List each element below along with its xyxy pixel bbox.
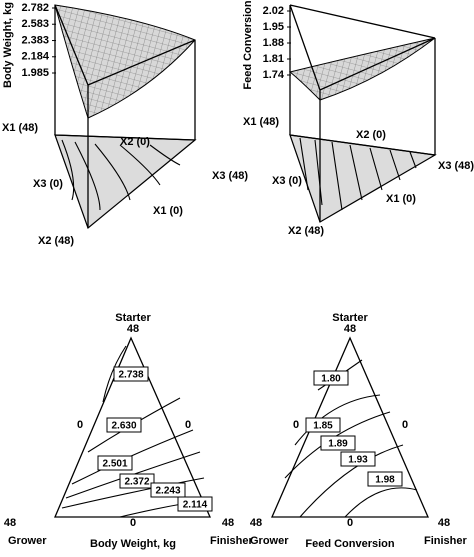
response-surface: [54, 4, 196, 119]
base-contours: [299, 137, 417, 211]
z-tick-label: 1.74: [263, 69, 285, 81]
corner-label: Finisher: [424, 535, 468, 547]
corner-label: Grower: [250, 535, 289, 547]
apex-value: 48: [127, 323, 139, 335]
contour-label: 2.501: [102, 459, 127, 470]
corner-value: 48: [438, 517, 450, 529]
contour-label: 2.738: [118, 370, 143, 381]
response-surface: [288, 37, 436, 101]
contour-label: 2.372: [124, 477, 149, 488]
contour-label: 1.93: [348, 455, 368, 466]
corner-label: Finisher: [210, 535, 254, 547]
corner-value: 48: [250, 517, 262, 529]
contour-label: 1.98: [375, 475, 395, 486]
side-value: 0: [185, 419, 191, 431]
ternary-plot: Starter 48 0 0 48 Grower 0 Feed Conversi…: [250, 312, 468, 550]
contour-label: 1.89: [328, 439, 348, 450]
apex-value: 48: [344, 323, 356, 335]
plot-title: Feed Conversion: [305, 538, 395, 550]
contour-label: 2.243: [155, 486, 180, 497]
z-tick-label: 2.383: [21, 34, 49, 46]
z-axis-label: Body Weight, kg: [2, 2, 14, 88]
contour-label: 2.114: [183, 500, 208, 511]
plot-title: Body Weight, kg: [90, 538, 176, 550]
corner-value: 48: [4, 517, 16, 529]
contour-label-box: [113, 366, 149, 382]
triangle: [54, 336, 211, 518]
apex-label: Starter: [332, 312, 368, 324]
ternary-plot: Starter 48 0 0 48 Grower 0 Body Weight, …: [4, 312, 254, 550]
base-value: 0: [130, 517, 136, 529]
vertex-label: X3 (0): [272, 175, 302, 187]
base-triangle: [289, 134, 437, 223]
z-tick-label: 2.583: [21, 18, 49, 30]
z-tick-label: 1.81: [263, 53, 284, 65]
vertex-label: X1 (48): [2, 122, 38, 134]
contour-label-box: [367, 471, 403, 487]
corner-label: Grower: [8, 535, 47, 547]
box-edges: [54, 4, 196, 228]
contour-label-box: [313, 370, 349, 386]
vertex-label: X2 (48): [38, 235, 74, 247]
z-tick-label: 2.02: [263, 5, 284, 17]
corner-value: 48: [222, 517, 234, 529]
contour-label: 1.85: [313, 421, 333, 432]
contour-line: [344, 487, 418, 518]
vertex-label: X3 (48): [212, 170, 248, 182]
surface-plot: Feed Conversion X1 (48) X2 (0) X3 (48) X…: [242, 0, 474, 237]
vertex-label: X2 (0): [120, 136, 150, 148]
z-tick-label: 2.782: [21, 2, 49, 14]
side-value: 0: [402, 419, 408, 431]
contour-line: [299, 444, 404, 518]
contour-label-box: [97, 455, 133, 471]
vertex-label: X1 (0): [153, 205, 183, 217]
contour-label-box: [119, 473, 155, 489]
vertex-label: X2 (48): [288, 225, 324, 237]
z-axis-label: Feed Conversion: [242, 0, 254, 90]
box-edges: [289, 4, 436, 222]
z-tick-label: 2.184: [21, 51, 49, 63]
contour-line: [61, 477, 205, 509]
z-tick-label: 1.985: [21, 67, 49, 79]
apex-label: Starter: [115, 312, 151, 324]
contour-label: 2.630: [111, 421, 136, 432]
side-value: 0: [77, 419, 83, 431]
contour-label-box: [340, 451, 376, 467]
side-value: 0: [293, 419, 299, 431]
z-tick-label: 1.95: [263, 21, 284, 33]
surface-plot: Body Weight, kg X1 (48) X2 (0) X3 (48) X…: [2, 2, 249, 247]
contour-line: [102, 345, 127, 403]
z-tick-label: 1.88: [263, 37, 284, 49]
vertex-label: X1 (48): [243, 116, 279, 128]
contour-label-box: [177, 496, 213, 512]
contour-label-box: [106, 417, 142, 433]
contour-label-box: [320, 435, 356, 451]
contour-line: [294, 394, 381, 446]
contour-label-box: [305, 417, 341, 433]
vertex-label: X2 (0): [356, 129, 386, 141]
base-value: 0: [347, 517, 353, 529]
vertex-label: X1 (0): [386, 193, 416, 205]
contour-label: 1.80: [321, 374, 341, 385]
base-contours: [61, 139, 181, 211]
contour-label-box: [150, 482, 186, 498]
vertex-label: X3 (0): [33, 178, 63, 190]
vertex-label: X3 (48): [438, 160, 474, 172]
